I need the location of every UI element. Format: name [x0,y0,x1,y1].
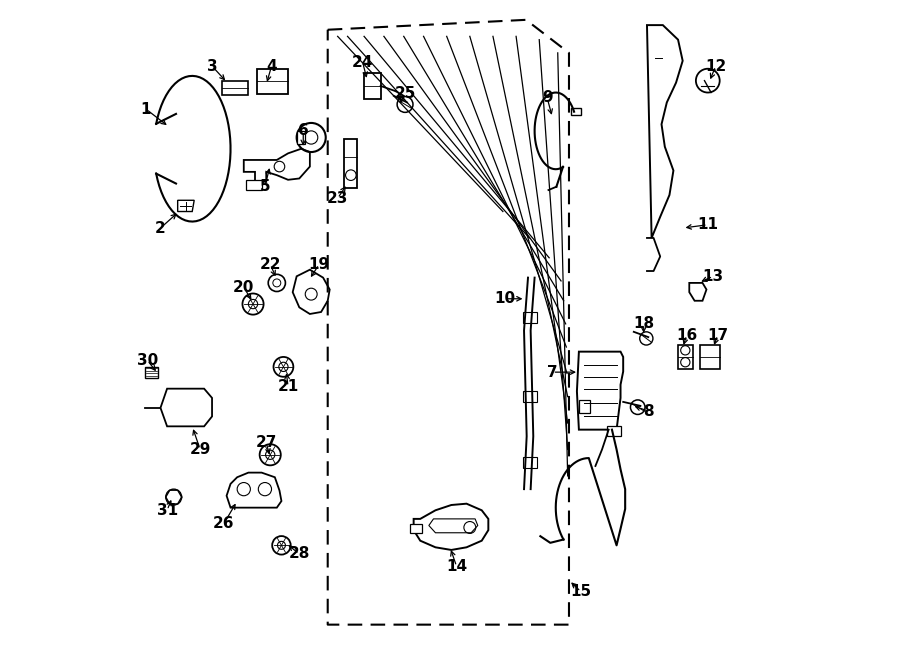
Text: 26: 26 [213,516,235,531]
Text: 8: 8 [643,404,653,418]
Polygon shape [177,200,194,212]
Text: 20: 20 [233,280,255,295]
Text: 17: 17 [707,328,728,342]
Polygon shape [523,457,537,468]
Polygon shape [247,180,262,190]
Polygon shape [700,345,720,369]
Polygon shape [577,352,623,430]
Text: 11: 11 [698,217,718,232]
Text: 15: 15 [571,584,591,599]
Text: 3: 3 [207,59,218,73]
Polygon shape [222,81,248,95]
Polygon shape [523,312,537,323]
Text: 29: 29 [190,442,211,457]
Polygon shape [608,426,620,436]
Text: 19: 19 [309,257,329,272]
Polygon shape [244,149,310,182]
Circle shape [279,362,288,371]
Polygon shape [571,108,580,115]
Text: 10: 10 [494,292,516,306]
Text: 21: 21 [277,379,299,394]
Text: 4: 4 [266,59,277,73]
Text: 22: 22 [259,257,281,272]
Polygon shape [292,270,329,314]
Polygon shape [689,283,706,301]
Text: 12: 12 [705,59,726,73]
Polygon shape [678,345,693,369]
Polygon shape [160,389,212,426]
Polygon shape [410,524,422,533]
Polygon shape [523,391,537,402]
Text: 31: 31 [157,503,177,518]
Text: 24: 24 [352,56,374,70]
Text: 2: 2 [155,221,166,235]
Polygon shape [344,139,357,188]
Text: 27: 27 [256,436,277,450]
Text: 25: 25 [394,87,416,101]
Polygon shape [579,400,590,413]
Polygon shape [227,473,282,508]
Circle shape [277,541,285,549]
Polygon shape [414,504,489,550]
Text: 6: 6 [298,124,309,138]
Text: 14: 14 [446,559,467,574]
Circle shape [248,299,257,309]
Text: 1: 1 [140,102,151,116]
Polygon shape [428,519,478,533]
Polygon shape [647,25,683,238]
Text: 5: 5 [259,179,270,194]
Text: 18: 18 [633,317,654,331]
Text: 13: 13 [703,269,724,284]
Text: 28: 28 [289,547,310,561]
Text: 16: 16 [676,328,698,342]
Polygon shape [257,69,288,94]
Circle shape [273,279,281,287]
Text: 9: 9 [542,91,553,105]
Text: 30: 30 [137,353,157,368]
Polygon shape [364,73,381,99]
Polygon shape [297,131,304,144]
Text: 23: 23 [327,191,348,206]
Polygon shape [145,367,158,378]
Circle shape [266,450,274,459]
Text: 7: 7 [547,365,558,379]
